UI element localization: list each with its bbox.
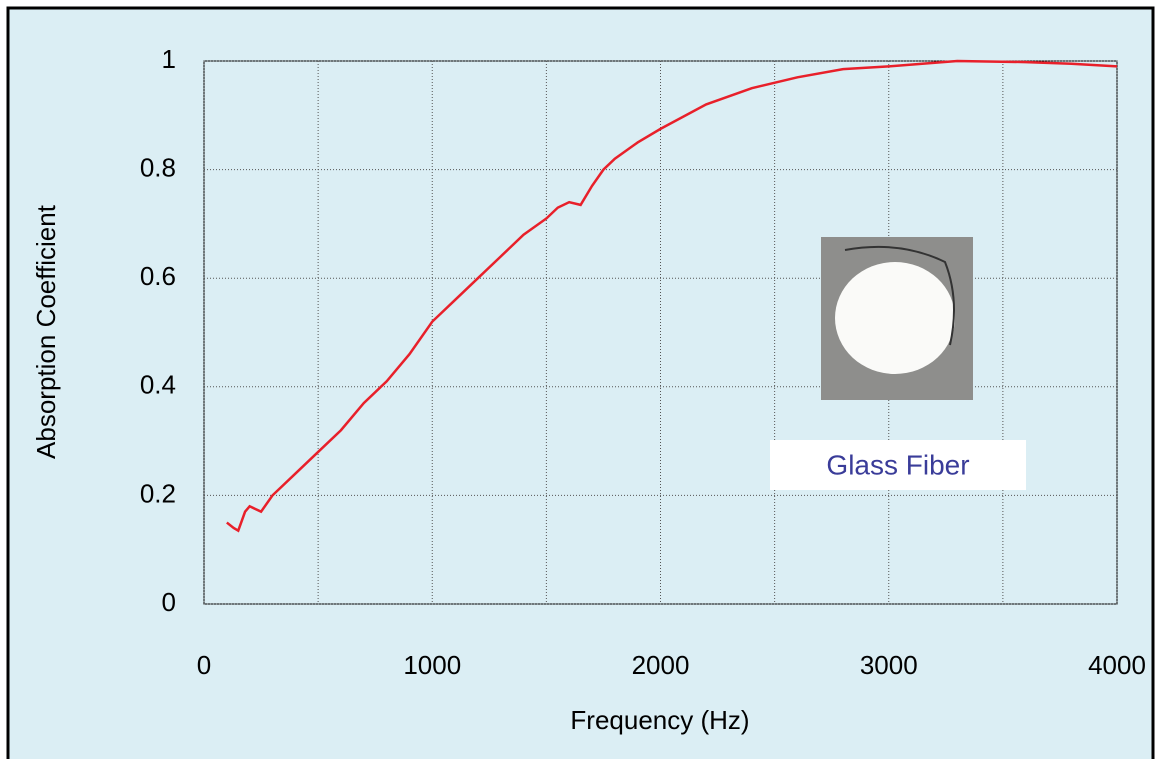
x-tick-label: 2000 [632,650,690,680]
photo [821,237,973,400]
x-tick-label: 3000 [860,650,918,680]
y-tick-label: 0 [162,587,176,617]
annotation-box [770,440,1026,490]
y-tick-label: 0.6 [140,261,176,291]
x-tick-label: 0 [197,650,211,680]
data-line [226,59,1118,533]
x-axis-label: Frequency (Hz) [570,705,749,735]
y-tick-label: 0.2 [140,478,176,508]
y-tick-label: 0.4 [140,370,176,400]
y-tick-label: 1 [162,44,176,74]
x-tick-label: 4000 [1088,650,1146,680]
annotation: Glass Fiber [826,449,969,480]
x-tick-label: 1000 [403,650,461,680]
y-axis-label: Absorption Coefficient [31,204,61,459]
y-tick-label: 0.8 [140,152,176,182]
